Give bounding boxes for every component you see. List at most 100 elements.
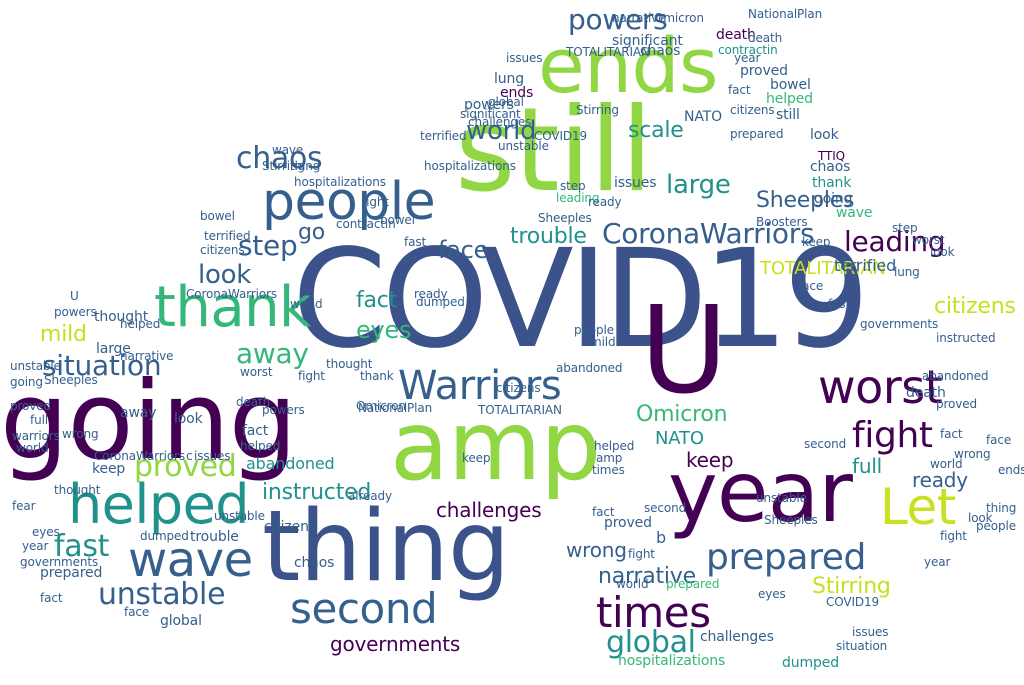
- word-full-large: full: [852, 454, 883, 478]
- word-sheeples-small-3: Sheeples: [764, 513, 818, 527]
- word-contractin: contractin: [718, 43, 778, 57]
- word-look-small-4: look: [930, 245, 955, 259]
- word-significant: significant: [612, 33, 683, 49]
- word-proved-small-2: proved: [10, 399, 52, 413]
- word-challenges-large: challenges: [436, 498, 542, 522]
- word-amp-large: amp: [390, 390, 601, 502]
- word-sheeples-small-2: Sheeples: [44, 373, 98, 387]
- word-wrong-small: wrong: [62, 427, 99, 441]
- word-abandoned-small-2: abandoned: [922, 369, 989, 383]
- word-totalitarian-large: TOTALITARIAN: [760, 258, 886, 279]
- word-step-large: step: [238, 229, 298, 262]
- word-fast-small-2: fast: [828, 297, 851, 311]
- word-thing-small: thing: [986, 501, 1017, 515]
- word-totalitarian-small-2: TOTALITARIAN: [566, 45, 650, 59]
- word-world-large: world: [466, 116, 537, 146]
- word-step-small: step: [560, 179, 586, 193]
- word-abandoned-small: abandoned: [556, 361, 623, 375]
- word-scale-large: scale: [628, 118, 684, 143]
- word-citizens-small: citizens: [264, 519, 316, 535]
- word-citizens-small-3: citizens: [200, 243, 245, 257]
- word-fight-large: fight: [852, 415, 933, 456]
- word-helped-large: helped: [68, 473, 250, 536]
- word-away-large: away: [236, 337, 309, 370]
- word-stirring-small-2: Stirring: [262, 159, 305, 173]
- word-let-large: Let: [880, 478, 956, 536]
- word-dumped-small-2: dumped: [416, 295, 465, 309]
- word-terrified-large: terrified: [834, 256, 897, 275]
- word-look-large: look: [198, 260, 252, 290]
- word-world-small: world: [16, 441, 49, 455]
- word-trouble-small: trouble: [190, 529, 239, 545]
- word-thing-small-2: thing: [290, 159, 321, 173]
- word-helped-small-2: helped: [120, 317, 161, 331]
- word-death-small-3: death: [748, 31, 783, 45]
- word-fight-small-3: fight: [628, 547, 655, 561]
- word-powers-small-2: powers: [54, 305, 97, 319]
- word-year-small-2: year: [22, 539, 49, 553]
- word-nationalplan-small-2: NationalPlan: [358, 401, 433, 415]
- word-lung-small: lung: [894, 265, 920, 279]
- word-eyes-large: eyes: [356, 316, 412, 344]
- word-second-small-2: second: [804, 437, 847, 451]
- word-face-small: face: [124, 605, 150, 619]
- word-ready-small: ready: [588, 195, 622, 209]
- word-still-large: still: [455, 83, 653, 218]
- word-look-small-3: look: [968, 511, 993, 525]
- word-prepared-large: prepared: [706, 537, 867, 578]
- word-hospitalizations-large: hospitalizations: [618, 653, 726, 669]
- word-omicron-small: Omicron: [356, 399, 406, 413]
- word-hospitalizations-small: hospitalizations: [294, 175, 386, 189]
- word-powers-small-3: powers: [262, 403, 305, 417]
- word-year-large: year: [668, 443, 853, 541]
- word-governments-small-2: governments: [860, 317, 939, 331]
- word-b-small: b: [656, 528, 666, 547]
- word-world-small-2: world: [290, 297, 323, 311]
- word-prepared-small: prepared: [40, 565, 103, 581]
- word-thank-large: thank: [154, 275, 311, 340]
- word-people-small: people: [574, 323, 614, 337]
- word-ends-small-2: ends: [998, 463, 1024, 477]
- word-unstable-small-3: unstable: [756, 491, 807, 505]
- word-fight-small-2: fight: [298, 369, 325, 383]
- word-coronawarriors-small: CoronaWarriors: [186, 287, 277, 301]
- word-sheeples-large: Sheeples: [756, 188, 855, 213]
- word-worst-large: worst: [818, 360, 943, 414]
- word-u-small: U: [70, 289, 79, 303]
- word-global-small: global: [160, 613, 202, 629]
- word-significant-small: significant: [460, 107, 521, 121]
- word-wrong-large: wrong: [566, 538, 627, 562]
- word-face-small-2: face: [986, 433, 1012, 447]
- word-leading-large: leading: [844, 225, 946, 258]
- word-citizens-small-4: citizens: [730, 103, 775, 117]
- word-thank-small: thank: [812, 175, 852, 191]
- word-nato: NATO: [684, 109, 722, 125]
- word-omicron-large: Omicron: [636, 402, 728, 427]
- word-boosters: Boosters: [756, 215, 808, 229]
- word-ends-large: ends: [538, 21, 718, 110]
- word-worst-small: worst: [240, 365, 273, 379]
- word-wrong-small-2: wrong: [954, 447, 991, 461]
- word-hospitalizations-small-2: hospitalizations: [424, 159, 516, 173]
- word-chaos-large: chaos: [236, 141, 323, 176]
- word-proved-small-4: proved: [936, 397, 978, 411]
- word-death-large: death: [716, 27, 756, 43]
- word-prepared-small-2: prepared: [666, 577, 720, 591]
- word-death-small: death: [236, 395, 271, 409]
- word-times-small: times: [592, 463, 625, 477]
- word-thank-small-2: thank: [360, 369, 394, 383]
- word-powers-small: powers: [464, 97, 514, 113]
- word-worst-small-2: worst: [912, 233, 945, 247]
- word-powers-large: powers: [568, 3, 668, 36]
- word-trouble-large: trouble: [510, 224, 587, 249]
- word-lung: lung: [494, 71, 524, 87]
- word-going-small: going: [814, 191, 853, 207]
- word-instructed-large: instructed: [262, 480, 372, 505]
- word-coronawarriors-small-2: CoronaWarriors: [94, 449, 185, 463]
- word-bowel-small: bowel: [380, 213, 415, 227]
- word-look-small-2: look: [174, 411, 203, 427]
- word-proved-large: proved: [134, 449, 237, 484]
- word-going-large: going: [0, 359, 297, 484]
- word-wave-large: wave: [128, 532, 253, 588]
